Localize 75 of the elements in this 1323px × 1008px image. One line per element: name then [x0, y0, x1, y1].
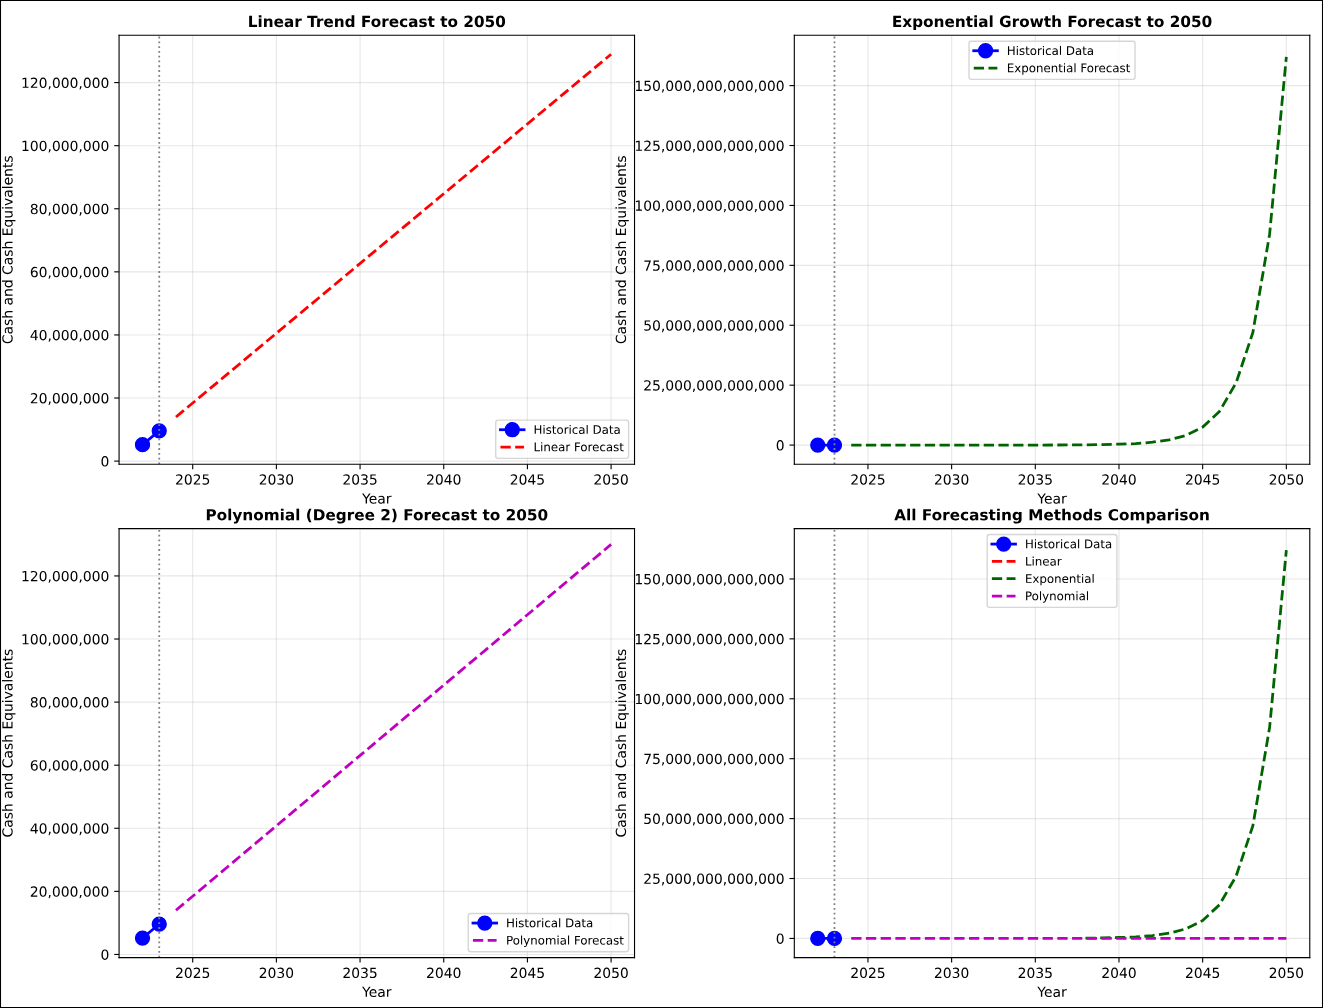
x-axis-title: Year: [362, 986, 392, 998]
x-tick-label: 2025: [176, 474, 210, 485]
legend-label: Exponential Forecast: [1007, 63, 1131, 75]
x-tick-label: 2045: [1186, 474, 1220, 485]
line-series: [849, 55, 1288, 447]
y-tick-label: 150,000,000,000,000: [635, 80, 784, 93]
y-tick-label: 125,000,000,000,000: [635, 140, 784, 153]
x-tick-label: 2040: [427, 474, 461, 485]
y-tick-label: 100,000,000,000,000: [635, 693, 784, 706]
x-tick-label: 2030: [934, 474, 969, 485]
x-tick-label: 2050: [1269, 967, 1304, 979]
legend-label: Historical Data: [1026, 539, 1112, 549]
y-tick-label: 25,000,000,000,000: [644, 873, 784, 886]
x-tick-label: 2045: [1186, 967, 1220, 979]
legend-label: Historical Data: [534, 424, 620, 435]
chart-title: Polynomial (Degree 2) Forecast to 2050: [206, 508, 548, 524]
y-tick-label: 100,000,000: [22, 140, 109, 153]
y-axis-title: Cash and Cash Equivalents: [1, 649, 16, 837]
x-tick-label: 2025: [176, 967, 210, 979]
legend-label: Historical Data: [1007, 45, 1093, 56]
legend-label: Exponential: [1026, 573, 1094, 586]
y-tick-label: 80,000,000: [30, 203, 109, 216]
x-axis-title: Year: [1037, 986, 1067, 998]
x-axis-title: Year: [1037, 493, 1067, 504]
y-tick-label: 50,000,000,000,000: [644, 813, 784, 826]
y-tick-label: 100,000,000: [22, 633, 109, 646]
x-tick-label: 2045: [510, 474, 544, 485]
legend-label: Historical Data: [507, 918, 593, 928]
x-tick-label: 2045: [510, 967, 544, 979]
y-tick-label: 60,000,000: [30, 266, 109, 279]
y-tick-label: 125,000,000,000,000: [635, 633, 784, 646]
x-tick-label: 2050: [1269, 474, 1304, 485]
y-tick-label: 150,000,000,000,000: [635, 573, 784, 586]
y-axis-title: Cash and Cash Equivalents: [1, 156, 16, 344]
y-tick-label: 20,000,000: [30, 392, 109, 405]
y-tick-label: 75,000,000,000,000: [644, 260, 784, 273]
legend-label: Linear: [1026, 556, 1062, 566]
x-tick-label: 2030: [259, 474, 294, 485]
y-tick-label: 20,000,000: [30, 886, 109, 899]
legend-label: Polynomial Forecast: [507, 935, 624, 947]
x-tick-label: 2035: [1018, 967, 1052, 979]
x-tick-label: 2035: [343, 474, 377, 485]
y-tick-label: 40,000,000: [30, 823, 109, 836]
y-tick-label: 0: [101, 949, 109, 960]
y-tick-label: 100,000,000,000,000: [635, 200, 784, 213]
y-tick-label: 120,000,000: [22, 570, 109, 583]
x-axis-title: Year: [362, 493, 392, 504]
y-tick-label: 25,000,000,000,000: [644, 380, 784, 393]
x-tick-label: 2025: [851, 474, 885, 485]
x-tick-label: 2030: [934, 967, 969, 979]
y-tick-label: 120,000,000: [22, 77, 109, 90]
chart-title: All Forecasting Methods Comparison: [894, 508, 1209, 524]
chart-title: Linear Trend Forecast to 2050: [249, 15, 506, 28]
x-tick-label: 2040: [427, 967, 461, 979]
x-tick-label: 2035: [343, 967, 377, 979]
y-tick-label: 0: [101, 456, 109, 467]
y-tick-label: 80,000,000: [30, 697, 109, 709]
y-tick-label: 75,000,000,000,000: [644, 753, 784, 766]
x-tick-label: 2035: [1018, 474, 1052, 485]
y-tick-label: 40,000,000: [30, 329, 109, 342]
y-tick-label: 0: [776, 440, 784, 451]
x-tick-label: 2040: [1102, 967, 1136, 979]
x-tick-label: 2040: [1102, 474, 1136, 485]
x-tick-label: 2025: [851, 967, 885, 979]
x-tick-label: 2050: [594, 474, 628, 485]
x-tick-label: 2030: [259, 967, 294, 979]
y-axis-title: Cash and Cash Equivalents: [615, 156, 629, 344]
chart-title: Exponential Growth Forecast to 2050: [893, 15, 1212, 31]
x-tick-label: 2050: [594, 967, 628, 979]
y-tick-label: 0: [776, 933, 784, 944]
y-tick-label: 50,000,000,000,000: [644, 320, 784, 333]
legend-label: Polynomial: [1026, 591, 1089, 603]
y-tick-label: 60,000,000: [30, 760, 109, 773]
legend-label: Linear Forecast: [534, 442, 624, 452]
y-axis-title: Cash and Cash Equivalents: [615, 649, 629, 837]
